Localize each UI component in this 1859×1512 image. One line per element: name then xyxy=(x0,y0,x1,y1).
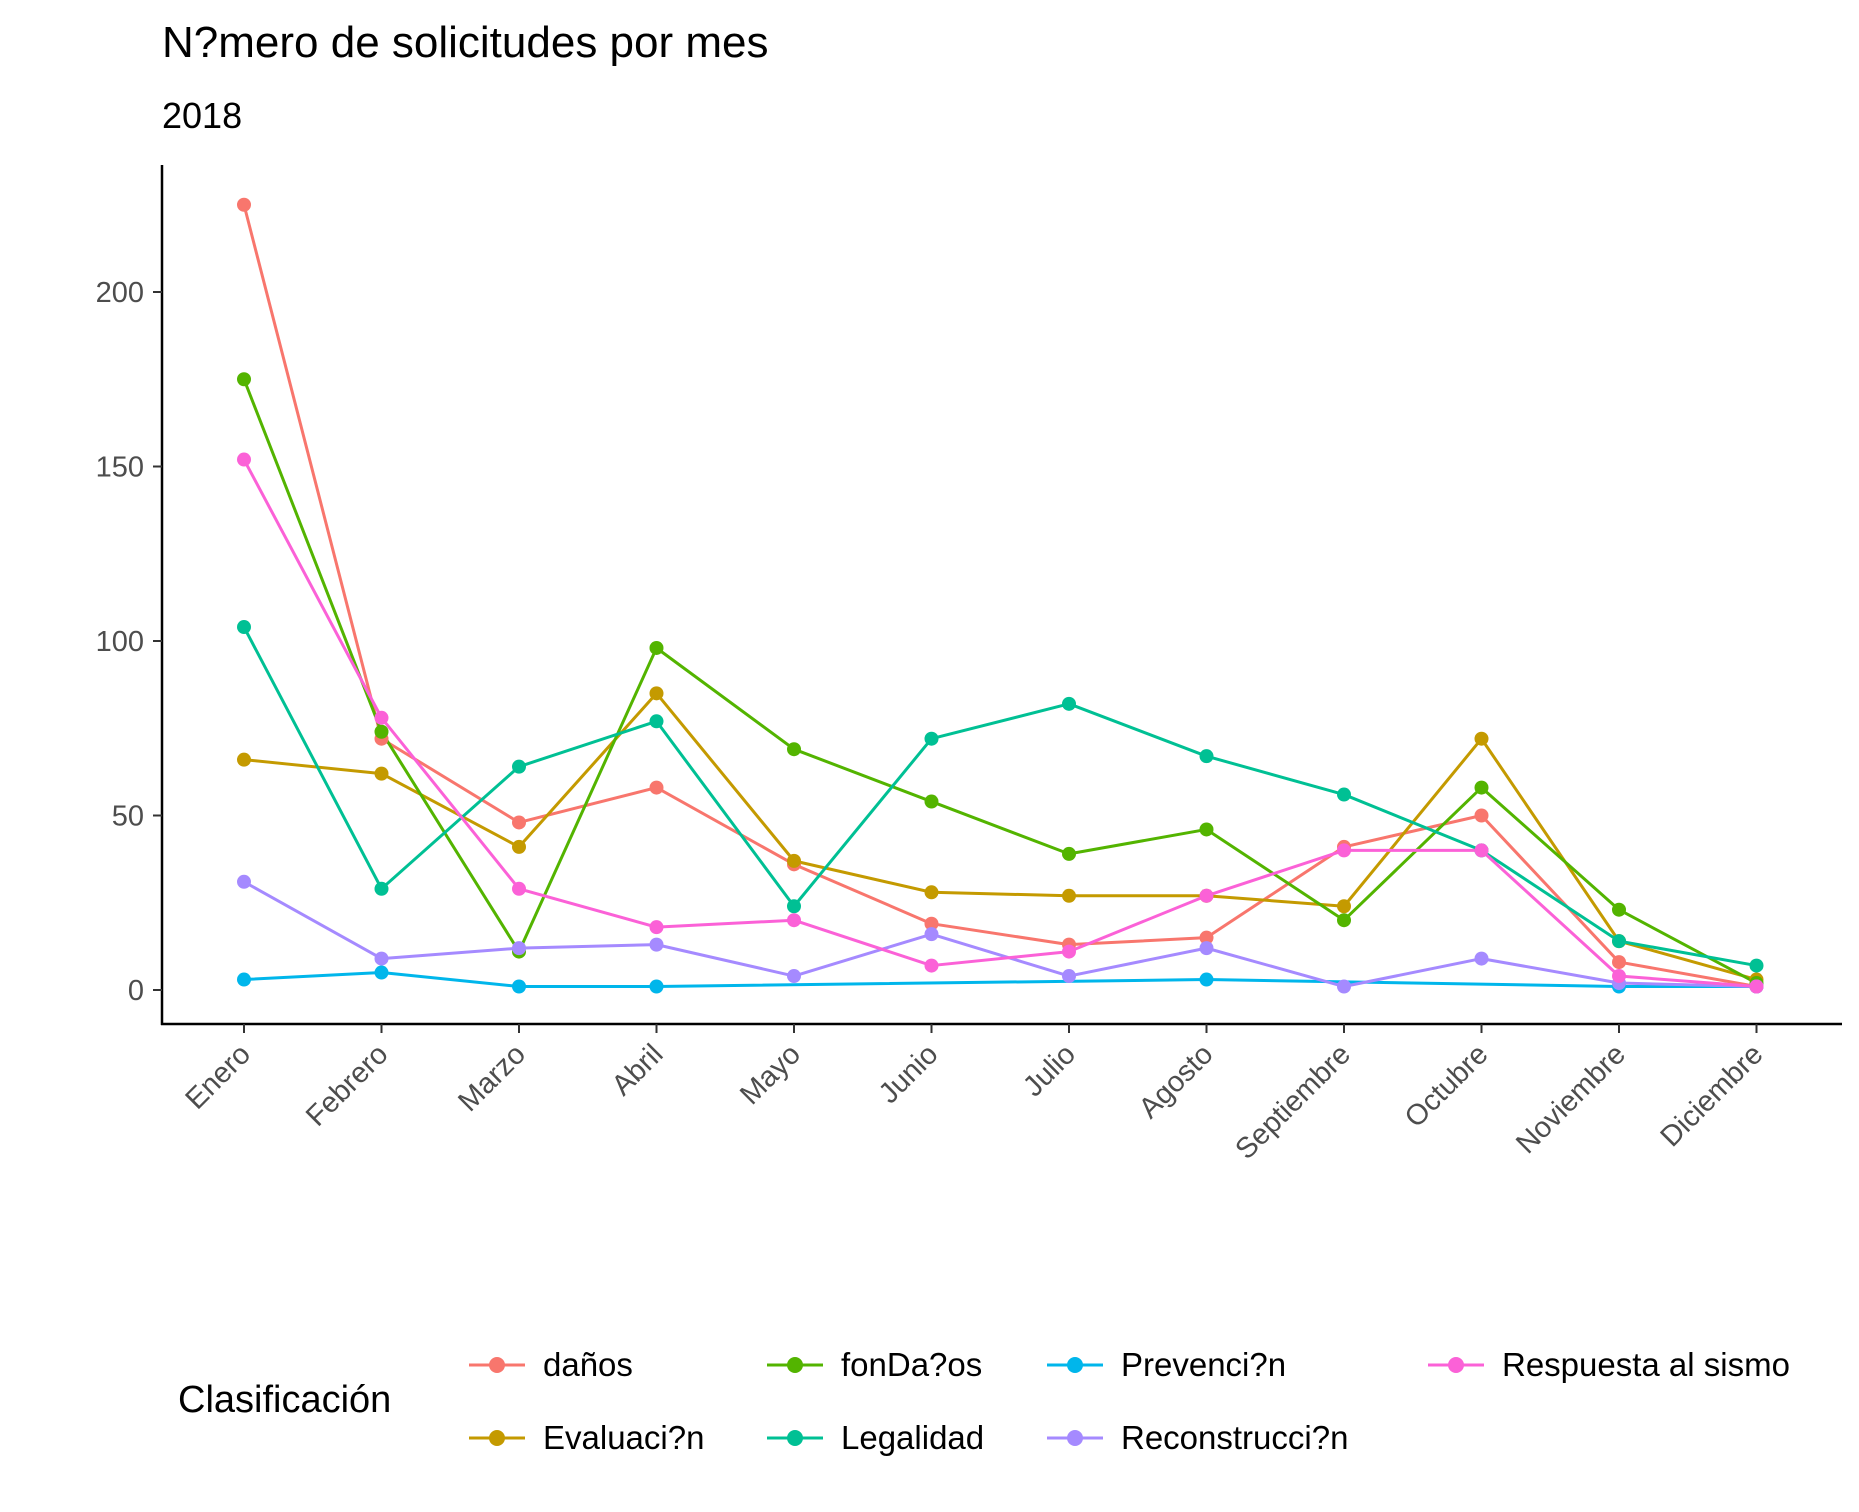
data-point xyxy=(512,759,526,774)
data-point xyxy=(374,710,389,725)
data-point xyxy=(1199,972,1214,987)
chart-subtitle: 2018 xyxy=(162,95,243,136)
x-tick-label: Abril xyxy=(606,1038,670,1102)
x-tick-label: Febrero xyxy=(300,1038,394,1132)
data-point xyxy=(1612,902,1626,917)
axes xyxy=(153,165,1842,1033)
data-point xyxy=(924,958,939,973)
data-point xyxy=(1337,913,1351,928)
y-tick-label: 50 xyxy=(112,801,144,833)
data-point xyxy=(1749,979,1764,994)
series-line xyxy=(242,378,1758,985)
data-point xyxy=(1612,934,1626,949)
y-tick-label: 200 xyxy=(96,277,144,309)
data-point xyxy=(649,979,664,994)
data-point xyxy=(1199,941,1214,956)
data-point xyxy=(1474,951,1489,966)
data-point xyxy=(1337,899,1351,914)
chart-title: N?mero de solicitudes por mes xyxy=(162,18,769,67)
data-point xyxy=(512,815,526,830)
data-point xyxy=(649,920,664,935)
data-point xyxy=(787,742,801,757)
data-point xyxy=(649,780,664,795)
y-tick-label: 100 xyxy=(96,626,144,658)
data-point xyxy=(924,927,939,942)
y-tick-label: 150 xyxy=(96,452,144,484)
data-point xyxy=(374,766,389,781)
x-tick-labels: Enero Febrero Marzo Abril Mayo Junio Julio Agos… xyxy=(180,1038,1770,1166)
data-point xyxy=(1337,843,1351,858)
data-point xyxy=(649,714,664,729)
x-tick-label: Mayo xyxy=(734,1038,807,1111)
data-point xyxy=(512,979,526,994)
data-point xyxy=(237,372,251,387)
data-point xyxy=(924,885,939,900)
data-point xyxy=(237,197,251,212)
data-point xyxy=(374,724,389,739)
data-point xyxy=(1612,955,1626,970)
data-point xyxy=(374,951,389,966)
data-point xyxy=(1749,958,1764,973)
data-point xyxy=(1062,969,1076,984)
data-point xyxy=(237,620,251,635)
x-tick-label: Enero xyxy=(180,1038,257,1115)
data-point xyxy=(1474,780,1489,795)
series-line xyxy=(243,691,1757,981)
x-tick-label: Diciembre xyxy=(1655,1038,1770,1153)
x-tick-label: Marzo xyxy=(452,1038,532,1118)
data-point xyxy=(374,881,389,896)
series-line xyxy=(243,971,1757,989)
data-point xyxy=(237,972,251,987)
x-tick-label: Junio xyxy=(873,1038,945,1110)
series-points xyxy=(237,197,1764,994)
series-line xyxy=(242,626,1757,968)
data-point xyxy=(1062,696,1076,711)
data-point xyxy=(787,969,801,984)
data-point xyxy=(1474,843,1489,858)
data-point xyxy=(512,941,526,956)
data-point xyxy=(237,452,251,467)
data-point xyxy=(1612,969,1626,984)
data-point xyxy=(1199,822,1214,837)
data-point xyxy=(649,686,664,701)
data-point xyxy=(787,853,801,868)
y-tick-label: 0 xyxy=(128,975,144,1007)
data-point xyxy=(1199,888,1214,903)
series-lines xyxy=(242,204,1758,989)
data-point xyxy=(787,913,801,928)
series-line xyxy=(242,458,1757,989)
data-point xyxy=(924,794,939,809)
x-tick-label: Octubre xyxy=(1399,1038,1495,1134)
data-point xyxy=(1337,787,1351,802)
x-tick-label: Julio xyxy=(1017,1038,1082,1103)
data-point xyxy=(1337,979,1351,994)
data-point xyxy=(924,731,939,746)
data-point xyxy=(1062,846,1076,861)
data-point xyxy=(512,881,526,896)
data-point xyxy=(1062,888,1076,903)
series-line xyxy=(243,880,1757,989)
data-point xyxy=(787,899,801,914)
data-point xyxy=(1062,944,1076,959)
data-point xyxy=(649,937,664,952)
data-point xyxy=(1199,749,1214,764)
data-point xyxy=(1199,930,1214,945)
data-point xyxy=(512,839,526,854)
series-line xyxy=(242,204,1757,988)
x-tick-label: Septiembre xyxy=(1229,1038,1357,1166)
data-point xyxy=(1474,731,1489,746)
data-point xyxy=(1474,808,1489,823)
data-point xyxy=(649,640,664,655)
y-tick-labels: 0 50 100 150 200 xyxy=(96,277,144,1007)
data-point xyxy=(924,916,939,931)
data-point xyxy=(237,752,251,767)
data-point xyxy=(237,874,251,889)
x-tick-label: Noviembre xyxy=(1510,1038,1632,1160)
x-tick-label: Agosto xyxy=(1133,1038,1219,1124)
data-point xyxy=(374,965,389,980)
